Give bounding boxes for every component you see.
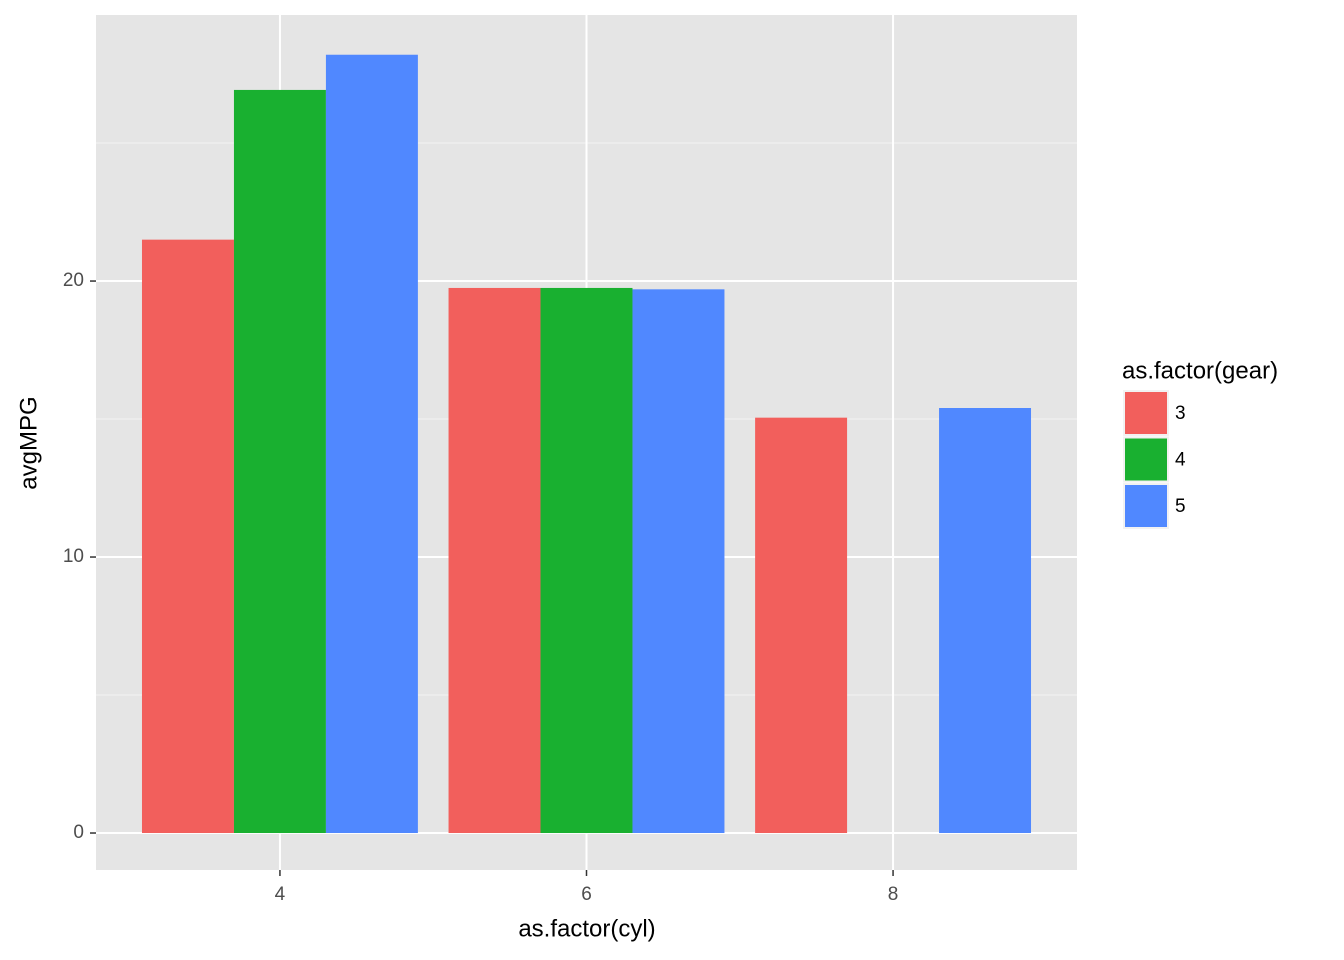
bars	[141, 54, 1032, 834]
x-tick-label: 4	[275, 884, 286, 905]
legend-label: 3	[1175, 403, 1186, 424]
legend-label: 4	[1175, 450, 1186, 471]
x-axis-title: as.factor(cyl)	[518, 915, 655, 942]
y-axis-title: avgMPG	[15, 396, 42, 489]
legend-key	[1125, 485, 1167, 527]
legend-key	[1125, 392, 1167, 434]
y-tick-label: 20	[63, 270, 84, 291]
bar	[939, 408, 1032, 834]
legend-label: 5	[1175, 496, 1186, 517]
legend-key	[1125, 438, 1167, 481]
bar	[632, 289, 725, 834]
legend-title: as.factor(gear)	[1122, 357, 1278, 384]
y-tick-label: 0	[73, 822, 84, 843]
bar	[325, 54, 418, 834]
x-tick-label: 8	[888, 884, 899, 905]
bar	[540, 287, 633, 834]
bar	[233, 89, 326, 834]
x-tick-label: 6	[581, 884, 592, 905]
y-tick-label: 10	[63, 546, 84, 567]
bar	[448, 287, 541, 834]
bar	[141, 239, 234, 834]
bar	[755, 417, 848, 834]
